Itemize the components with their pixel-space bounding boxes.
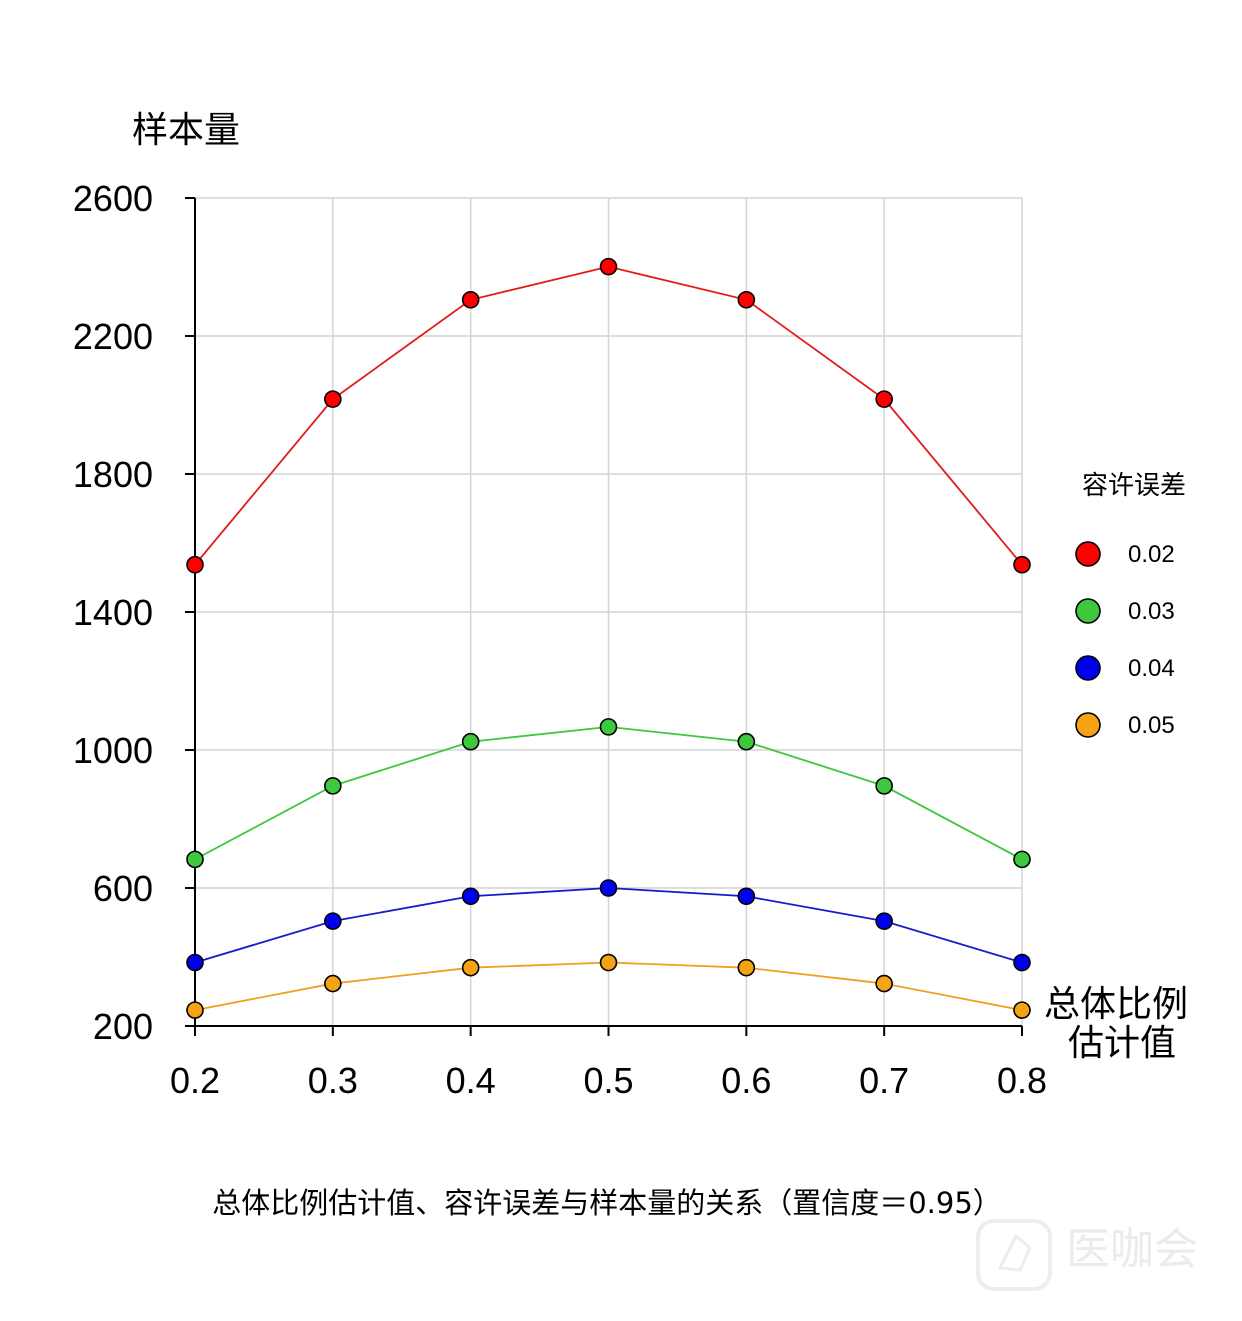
watermark-logo-mark xyxy=(997,1233,1032,1272)
data-point xyxy=(186,1001,204,1019)
data-point xyxy=(186,555,204,574)
legend-label: 0.04 xyxy=(1128,655,1175,682)
x-tick-label: 0.7 xyxy=(859,1060,909,1101)
data-point xyxy=(599,953,618,972)
data-point xyxy=(599,257,618,276)
speech-bubble-icon xyxy=(976,1219,1052,1291)
data-point xyxy=(875,777,893,795)
legend-label: 0.02 xyxy=(1128,541,1175,568)
data-point xyxy=(461,887,480,906)
data-point xyxy=(737,958,756,977)
y-tick-label: 2600 xyxy=(73,178,153,219)
legend-label: 0.03 xyxy=(1128,598,1175,625)
x-axis-title-line-2: 估计值 xyxy=(1068,1023,1176,1064)
legend-marker xyxy=(1075,541,1101,567)
data-point xyxy=(186,850,204,869)
y-tick-label: 600 xyxy=(93,868,153,909)
legend-marker xyxy=(1075,655,1101,681)
series-layer xyxy=(186,257,1031,1019)
data-point xyxy=(461,958,480,977)
x-tick-label: 0.4 xyxy=(446,1060,496,1101)
data-point xyxy=(737,732,756,751)
y-tick-label: 200 xyxy=(93,1006,153,1047)
data-point xyxy=(186,953,204,972)
series-0.02 xyxy=(186,257,1031,574)
legend: 容许误差 0.02 0.03 0.04 0.05 xyxy=(1075,471,1186,739)
series-0.05 xyxy=(186,953,1031,1019)
tick-labels: 200 600 1000 1400 1800 2200 2600 0.2 0.3 0.4 0.5 0.… xyxy=(73,178,1047,1101)
data-point xyxy=(1013,555,1031,574)
y-tick-label: 1800 xyxy=(73,454,153,495)
data-point xyxy=(324,912,342,930)
y-tick-label: 2200 xyxy=(73,316,153,357)
x-tick-label: 0.3 xyxy=(308,1060,358,1101)
chart-caption: 总体比例估计值、容许误差与样本量的关系（置信度＝0.95） xyxy=(212,1186,1002,1220)
data-point xyxy=(324,777,342,795)
legend-label: 0.05 xyxy=(1128,712,1175,739)
x-tick-label: 0.5 xyxy=(583,1060,633,1101)
data-point xyxy=(875,912,893,930)
data-point xyxy=(324,390,342,408)
data-point xyxy=(461,290,480,309)
x-tick-label: 0.2 xyxy=(170,1060,220,1101)
legend-marker xyxy=(1075,598,1101,624)
data-point xyxy=(599,718,618,736)
x-tick-label: 0.8 xyxy=(997,1060,1047,1101)
data-point xyxy=(599,879,618,897)
series-0.04 xyxy=(186,879,1031,972)
watermark-text: 医咖会 xyxy=(1066,1224,1198,1275)
y-tick-label: 1400 xyxy=(73,592,153,633)
series-0.03 xyxy=(186,718,1031,869)
data-point xyxy=(1013,1001,1031,1019)
data-point xyxy=(461,732,480,751)
data-point xyxy=(324,974,342,993)
y-axis-title: 样本量 xyxy=(132,110,240,151)
legend-marker xyxy=(1075,712,1101,738)
data-point xyxy=(1013,850,1031,869)
watermark: 医咖会 xyxy=(976,1219,1198,1291)
x-tick-label: 0.6 xyxy=(721,1060,771,1101)
x-axis-title-line-1: 总体比例 xyxy=(1044,984,1188,1025)
axes xyxy=(185,197,1023,1036)
data-point xyxy=(875,974,893,993)
legend-title: 容许误差 xyxy=(1082,471,1186,501)
data-point xyxy=(737,887,756,906)
data-point xyxy=(875,390,893,408)
gridlines xyxy=(195,197,1023,1026)
data-point xyxy=(1013,953,1031,972)
data-point xyxy=(737,290,756,309)
y-tick-label: 1000 xyxy=(73,730,153,771)
